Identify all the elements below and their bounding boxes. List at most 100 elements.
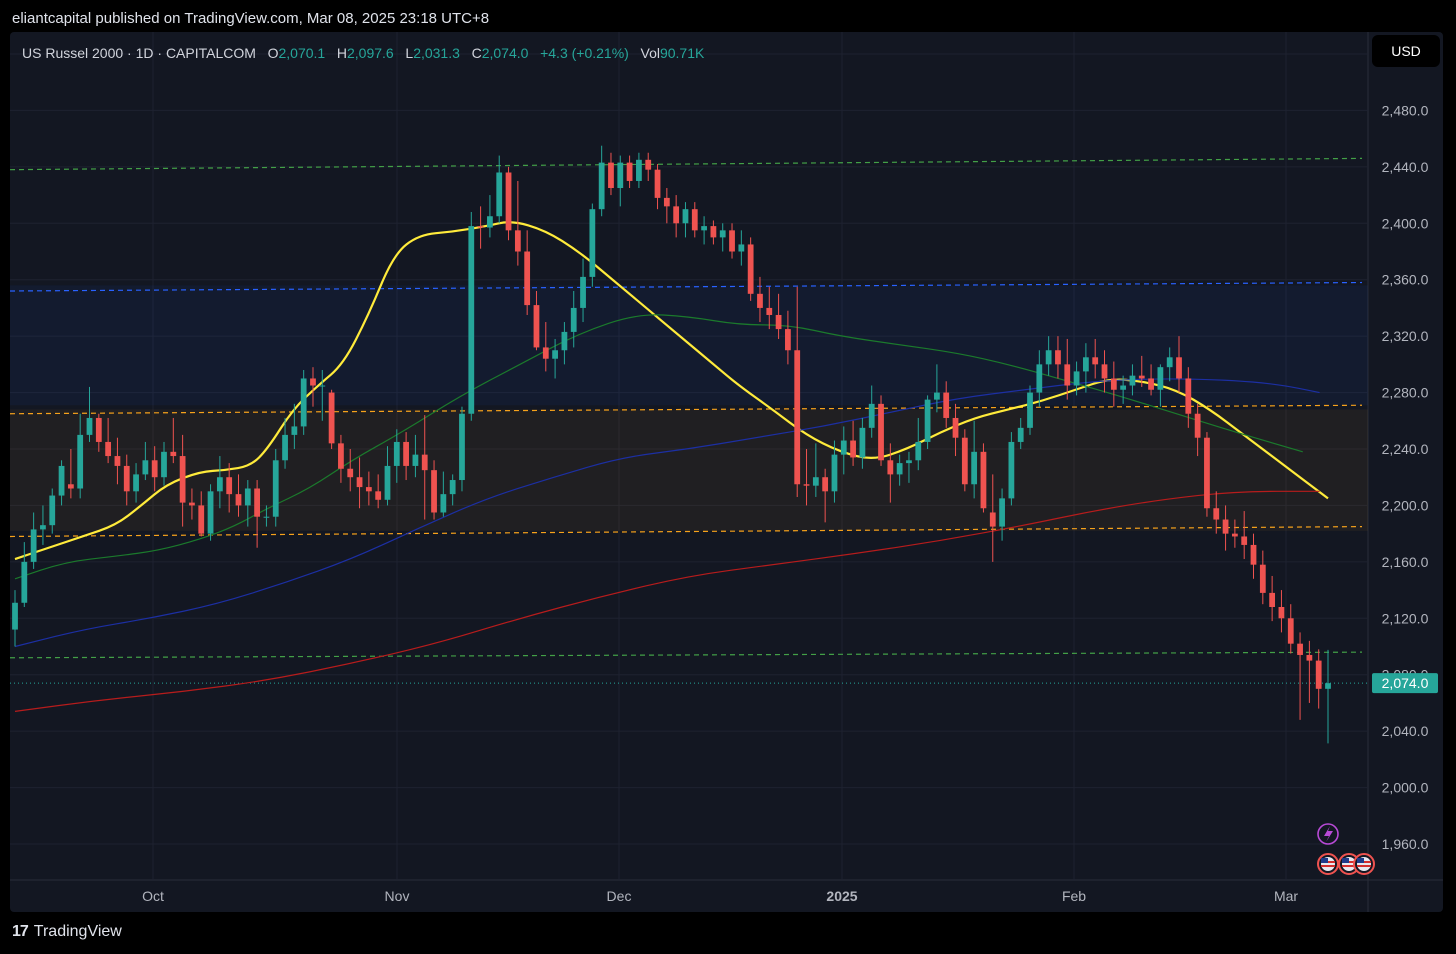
candle-body: [1306, 654, 1313, 661]
tradingview-brand[interactable]: 17 TradingView: [12, 923, 122, 941]
candle-body: [1110, 378, 1117, 390]
last-price-label: 2,074.0: [1382, 675, 1429, 691]
candle-body: [365, 487, 372, 492]
candle-body: [440, 494, 447, 513]
candle: [412, 434, 419, 478]
candle: [682, 202, 689, 238]
candle: [12, 590, 18, 647]
candle-body: [12, 602, 18, 630]
currency-button[interactable]: USD: [1372, 35, 1440, 67]
candle-body: [235, 494, 242, 506]
candle: [375, 474, 382, 509]
candle-body: [1027, 392, 1033, 428]
moving-average-line: [14, 314, 1303, 580]
candle-body: [1185, 378, 1192, 414]
candle-body: [757, 293, 763, 308]
publisher-line: eliantcapital published on TradingView.c…: [12, 10, 490, 27]
close-label: C: [471, 45, 482, 61]
candle: [896, 454, 903, 486]
price-tick-label: 2,400.0: [1382, 215, 1429, 231]
candle: [254, 480, 261, 548]
candle: [552, 338, 558, 379]
candle: [598, 145, 605, 217]
candle: [235, 474, 242, 517]
candle: [961, 429, 968, 492]
candle-body: [1176, 357, 1182, 379]
candle: [1110, 361, 1117, 407]
candle-body: [961, 437, 968, 485]
candle-body: [1064, 364, 1071, 386]
candle: [1008, 432, 1015, 506]
candle: [1185, 367, 1192, 428]
candle-body: [459, 413, 465, 481]
candle-body: [971, 451, 978, 485]
price-zones: [10, 285, 1368, 531]
candle: [49, 488, 56, 534]
candle-body: [1073, 371, 1080, 386]
candle-body: [608, 162, 614, 189]
candle-body: [514, 230, 521, 252]
low-value: 2,031.3: [413, 45, 460, 61]
time-tick-label: Mar: [1274, 888, 1298, 904]
candle: [636, 152, 642, 189]
candle-body: [943, 392, 950, 418]
candle: [663, 188, 670, 224]
candle: [1297, 632, 1303, 720]
candle-body: [77, 434, 84, 489]
close-value: 2,074.0: [481, 45, 529, 61]
candle-body: [542, 347, 549, 359]
candle-body: [1101, 364, 1108, 379]
candle-body: [1241, 536, 1248, 545]
candle-body: [1055, 350, 1061, 365]
candle-body: [915, 441, 922, 461]
candle: [1045, 336, 1052, 376]
candle: [421, 415, 428, 520]
candle: [943, 381, 950, 428]
candle-body: [1222, 519, 1229, 534]
candle-body: [170, 451, 177, 457]
candle: [1064, 338, 1071, 400]
symbol-name[interactable]: US Russel 2000 · 1D · CAPITALCOM: [22, 45, 256, 61]
candle: [356, 457, 363, 509]
candle-body: [1194, 413, 1201, 438]
price-tick-label: 2,320.0: [1382, 328, 1429, 344]
candle: [1204, 432, 1210, 517]
candle: [570, 291, 577, 348]
candle: [142, 441, 149, 481]
level-line: [10, 404, 1363, 415]
volume-value: 90.71K: [659, 45, 705, 61]
candle: [878, 395, 884, 466]
time-tick-label: Dec: [607, 888, 632, 904]
candle-body: [989, 512, 996, 527]
time-tick-label: Feb: [1062, 888, 1086, 904]
candle-body: [272, 460, 279, 517]
candle-body: [775, 314, 782, 330]
candle-body: [431, 470, 437, 513]
candle: [757, 276, 763, 323]
chart-grid: [10, 32, 1443, 912]
candle-body: [58, 465, 65, 496]
candle-body: [803, 484, 810, 486]
candle-body: [1045, 350, 1052, 365]
open-value: 2,070.1: [278, 45, 326, 61]
volume-label: Vol: [640, 45, 660, 61]
candle: [226, 463, 233, 513]
candle: [1055, 336, 1061, 379]
candle-body: [617, 162, 624, 189]
candle-body: [328, 392, 335, 444]
candle-body: [207, 491, 214, 534]
candle-body: [1231, 533, 1238, 537]
candle-body: [505, 172, 512, 231]
candle: [1148, 364, 1154, 396]
candle-body: [812, 477, 819, 486]
lightning-icon-bolt: [1324, 826, 1333, 842]
candle: [431, 460, 437, 520]
candle: [822, 468, 829, 523]
flag-canton: [1342, 858, 1349, 863]
candle: [338, 434, 344, 483]
low-label: L: [405, 45, 414, 61]
candle: [701, 216, 707, 245]
candle-body: [347, 468, 354, 478]
candle: [58, 460, 65, 506]
